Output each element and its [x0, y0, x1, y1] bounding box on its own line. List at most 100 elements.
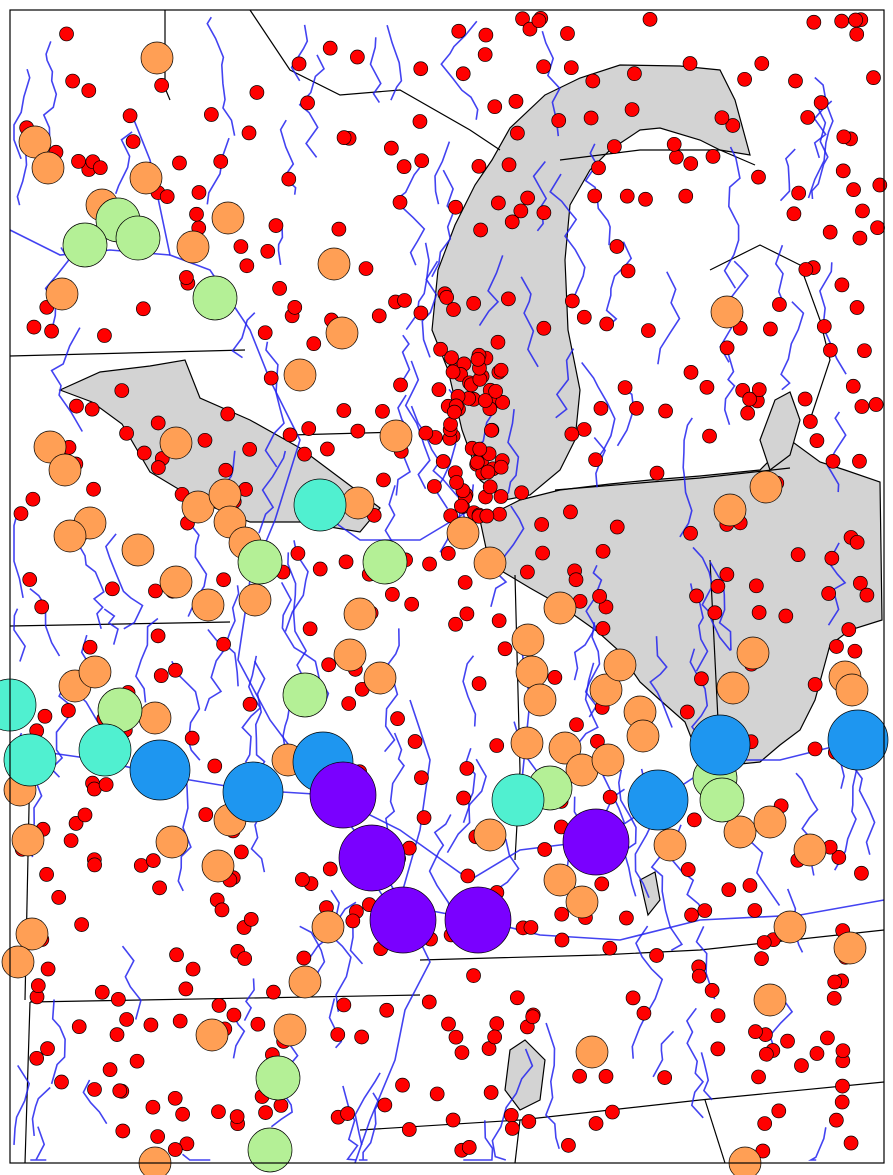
site-small [829, 639, 844, 654]
site-small [145, 1099, 161, 1115]
site-small [172, 1013, 188, 1029]
state-border [9, 621, 231, 627]
site-small [757, 1116, 773, 1131]
site-small [852, 453, 867, 469]
site-small [697, 903, 713, 918]
river [264, 341, 285, 468]
site-small [587, 188, 603, 204]
site-small [854, 399, 870, 414]
site-small [669, 149, 684, 165]
site-small [835, 1043, 851, 1059]
site-medium [736, 636, 770, 670]
site-small [523, 920, 539, 935]
site-small [26, 319, 42, 335]
river [807, 76, 834, 199]
site-small [358, 261, 374, 276]
site-small [756, 935, 772, 950]
site-small [638, 191, 653, 207]
site-small [751, 382, 767, 397]
site-small [234, 844, 249, 860]
site-small [354, 1029, 370, 1045]
river [544, 1022, 560, 1150]
site-small [135, 301, 151, 317]
site-large [362, 539, 408, 585]
site-small [742, 391, 757, 407]
site-medium [716, 671, 750, 705]
site-medium [325, 316, 359, 350]
river [807, 1127, 827, 1161]
river [121, 945, 142, 1020]
site-small [790, 547, 806, 562]
site-small [340, 1106, 355, 1121]
state-border [554, 467, 791, 491]
site-small [453, 498, 469, 514]
river [299, 925, 326, 989]
site-small [69, 398, 84, 414]
site-medium [78, 655, 112, 689]
river [31, 1086, 51, 1136]
site-small [763, 321, 778, 337]
site-large [192, 275, 238, 321]
site-small [445, 364, 461, 380]
site-small [282, 427, 298, 443]
river [750, 841, 781, 906]
site-small [455, 66, 471, 82]
site-small [848, 12, 863, 28]
site-small [207, 758, 223, 774]
site-small [508, 94, 524, 109]
site-small [189, 206, 204, 222]
site-small [54, 1074, 69, 1090]
site-small [63, 833, 79, 848]
site-small [489, 1016, 505, 1031]
site-small [40, 1041, 55, 1056]
site-small [554, 906, 570, 922]
site-small [392, 194, 408, 210]
site-small [216, 636, 231, 652]
site-small [514, 485, 529, 501]
site-small [435, 454, 451, 469]
site-small [322, 861, 338, 877]
site-small [59, 26, 74, 42]
river [13, 1064, 31, 1145]
site-small [658, 403, 673, 419]
site-small [484, 423, 499, 438]
site-small [414, 153, 430, 169]
site-small [136, 445, 152, 461]
site-small [404, 596, 420, 612]
site-small [682, 56, 698, 71]
lake-erie [479, 439, 883, 766]
site-small [679, 704, 695, 720]
site-small [184, 730, 200, 746]
river [463, 1120, 494, 1161]
site-small [849, 26, 865, 42]
site-small [691, 968, 707, 984]
site-small [448, 1029, 464, 1045]
site-small [97, 328, 112, 343]
river [369, 37, 382, 104]
site-medium [446, 516, 480, 550]
state-border [29, 994, 421, 1003]
site-medium [710, 295, 744, 329]
site-small [642, 11, 658, 27]
site-medium [317, 247, 351, 281]
site-small [721, 882, 737, 898]
river [354, 1072, 381, 1146]
river [13, 68, 31, 160]
river [171, 660, 201, 761]
river [324, 889, 352, 1012]
site-largest [562, 808, 630, 876]
site-small [794, 1058, 809, 1073]
site-small [680, 862, 696, 877]
site-medium [753, 805, 787, 839]
site-small [457, 575, 473, 590]
site-small [441, 1016, 456, 1032]
site-small [25, 491, 41, 507]
site-largest [369, 886, 437, 954]
site-small [749, 578, 764, 594]
river [520, 276, 539, 368]
site-small [551, 113, 567, 128]
river [385, 732, 405, 840]
river [290, 24, 309, 82]
site-small [686, 812, 702, 828]
site-small [561, 1137, 576, 1153]
